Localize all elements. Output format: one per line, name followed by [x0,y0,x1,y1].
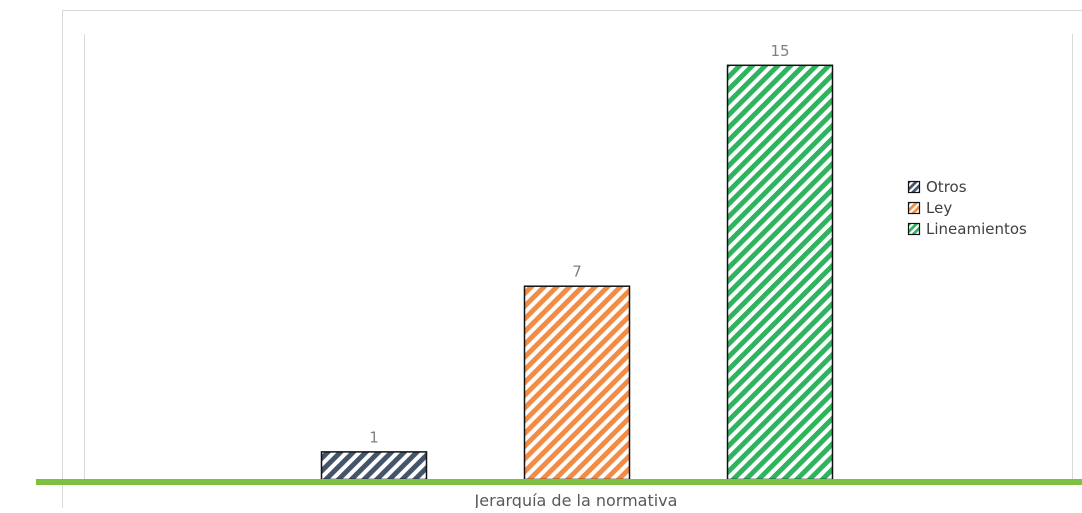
legend-item-ley: Ley [909,199,953,217]
bar-otros [322,452,427,480]
legend-swatch-ley [909,203,920,214]
bar-ley [525,286,630,479]
legend-label-otros: Otros [926,178,967,196]
legend-label-lineamientos: Lineamientos [926,220,1027,238]
x-axis-baseline [36,479,1082,485]
data-label-otros: 1 [369,428,379,446]
legend-swatch-lineamientos [909,224,920,235]
legend-swatch-otros [909,182,920,193]
legend-label-ley: Ley [926,199,952,217]
bar-lineamientos [728,65,833,479]
x-axis-title: Jerarquía de la normativa [474,491,678,508]
data-label-lineamientos: 15 [770,42,789,60]
legend-item-lineamientos: Lineamientos [909,220,1028,238]
data-label-ley: 7 [572,263,582,281]
legend: Otros Ley Lineamientos [909,178,1028,238]
legend-item-otros: Otros [909,178,967,196]
